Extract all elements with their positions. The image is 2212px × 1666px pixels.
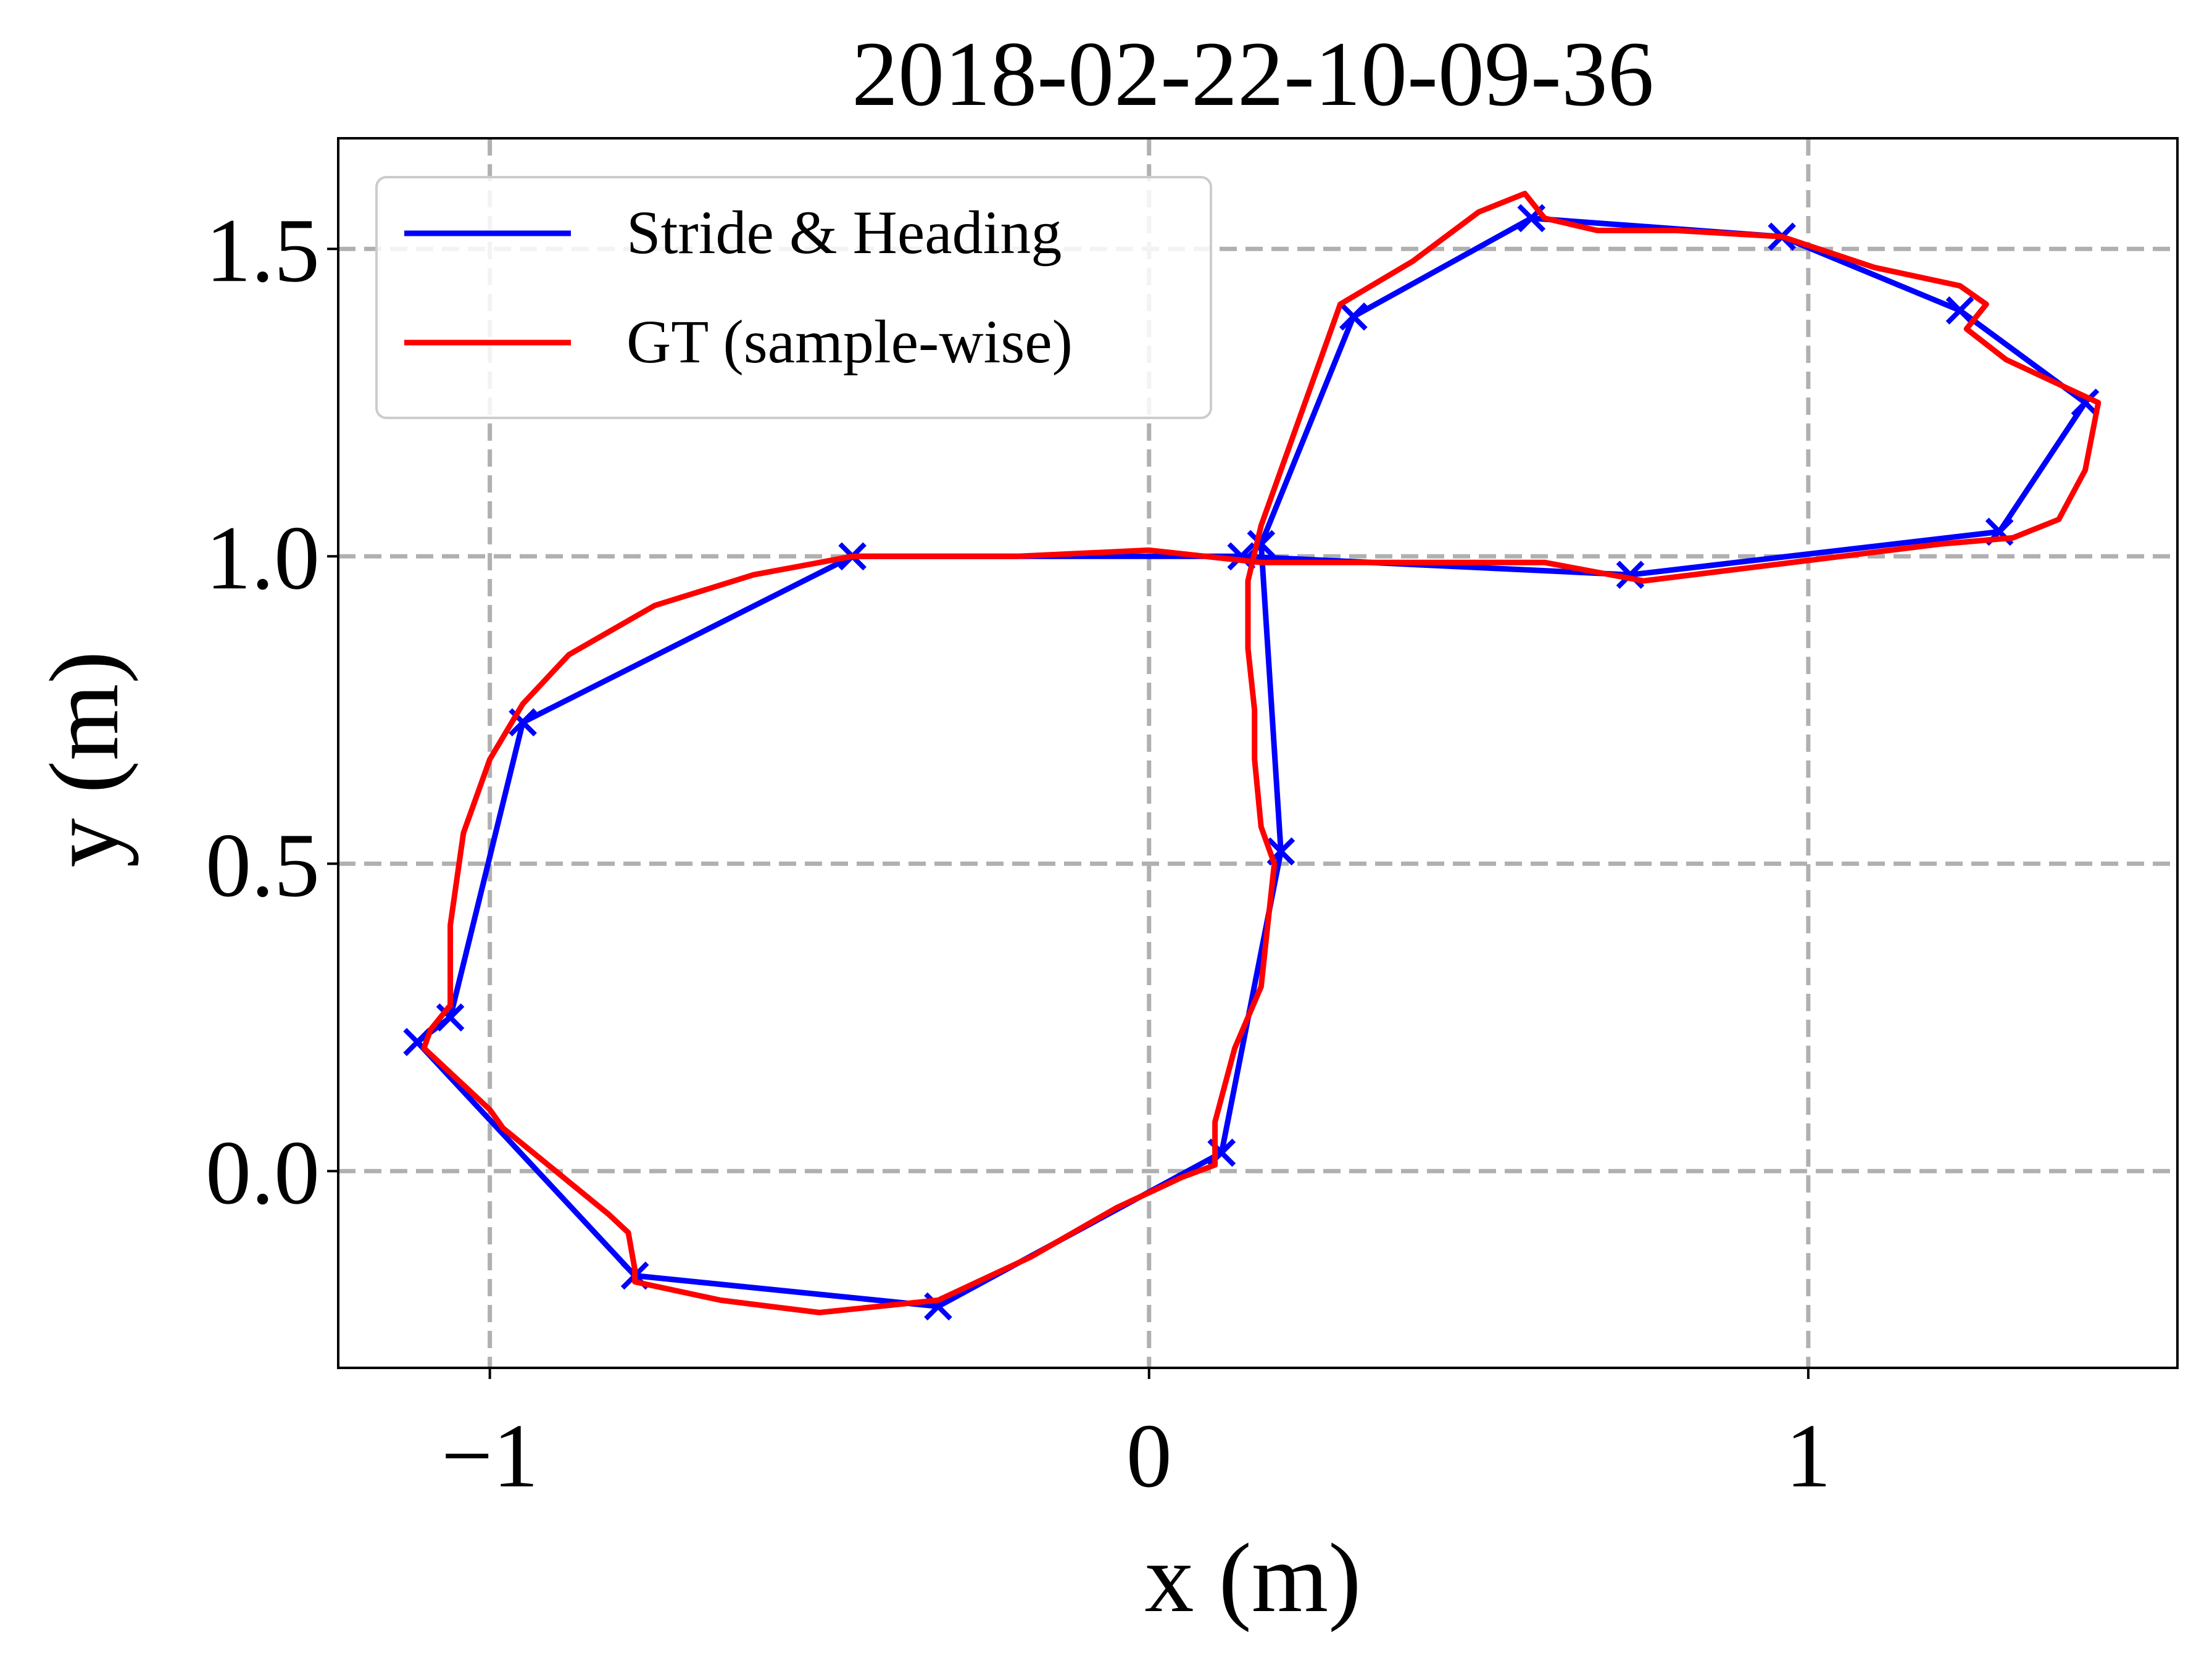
- x-tick-label-0: −1: [441, 1406, 538, 1507]
- y-tick-label-1: 0.5: [206, 815, 320, 916]
- plot-frame: [337, 137, 2179, 1369]
- series-layer: [403, 191, 2102, 1321]
- stride-marker-6: [1945, 296, 1974, 325]
- legend: Stride & Heading GT (sample-wise): [375, 176, 1212, 419]
- series-line-stride-heading: [414, 215, 2088, 1309]
- x-tick-label-2: 1: [1786, 1406, 1831, 1507]
- stride-marker-13: [436, 1003, 465, 1032]
- legend-label-stride-heading: Stride & Heading: [626, 198, 1062, 267]
- chart-title: 2018-02-22-10-09-36: [852, 23, 1654, 125]
- y-tick-label-3: 1.5: [206, 200, 320, 301]
- y-tick-label-2: 1.0: [206, 507, 320, 609]
- stride-marker-3: [1339, 302, 1368, 331]
- y-axis-label: y (m): [29, 651, 139, 867]
- y-tick-label-0: 0.0: [206, 1122, 320, 1223]
- legend-box: [375, 176, 1212, 419]
- stride-marker-9: [1616, 560, 1645, 589]
- series-line-gt: [421, 191, 2102, 1315]
- x-tick-label-1: 0: [1126, 1406, 1172, 1507]
- axis-ticks: −1 0 1 0.0 0.5 1.0 1.5: [206, 200, 1831, 1507]
- legend-label-gt: GT (sample-wise): [626, 307, 1073, 376]
- x-axis-label: x (m): [1144, 1523, 1361, 1633]
